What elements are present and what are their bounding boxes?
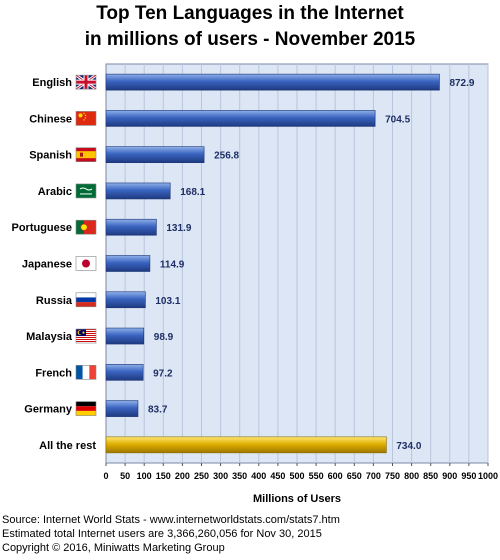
category-label: French bbox=[35, 367, 72, 379]
bar-arabic bbox=[105, 182, 171, 200]
x-tick-label: 400 bbox=[251, 471, 266, 481]
category-label: Portuguese bbox=[11, 222, 72, 234]
x-tick-label: 50 bbox=[120, 471, 130, 481]
bar-japanese bbox=[105, 255, 151, 272]
bar-french bbox=[105, 364, 144, 381]
value-label: 83.7 bbox=[148, 405, 168, 416]
bar-chinese bbox=[105, 110, 376, 127]
bar-germany bbox=[105, 400, 139, 417]
bar-malaysia bbox=[105, 327, 145, 345]
x-tick-label: 850 bbox=[423, 471, 438, 481]
bar-spanish bbox=[105, 146, 205, 163]
japan-flag-icon bbox=[75, 256, 97, 271]
germany-flag-icon bbox=[75, 401, 97, 416]
value-label: 97.2 bbox=[153, 368, 173, 379]
bar-all-the-rest bbox=[105, 436, 387, 454]
value-label: 98.9 bbox=[154, 332, 174, 343]
x-tick-label: 700 bbox=[366, 471, 381, 481]
x-tick-label: 550 bbox=[309, 471, 324, 481]
category-label: Spanish bbox=[29, 150, 72, 162]
value-label: 872.9 bbox=[449, 78, 474, 89]
value-label: 734.0 bbox=[396, 441, 421, 452]
x-tick-label: 150 bbox=[156, 471, 171, 481]
x-tick-label: 950 bbox=[461, 471, 476, 481]
x-tick-label: 600 bbox=[328, 471, 343, 481]
chart-subtitle: in millions of users - November 2015 bbox=[84, 29, 416, 50]
x-tick-label: 350 bbox=[232, 471, 247, 481]
value-label: 103.1 bbox=[155, 296, 180, 307]
x-tick-label: 650 bbox=[347, 471, 362, 481]
category-label: English bbox=[32, 77, 72, 89]
x-tick-label: 900 bbox=[442, 471, 457, 481]
x-tick-label: 750 bbox=[385, 471, 400, 481]
category-label: Malaysia bbox=[26, 331, 73, 343]
x-tick-label: 1000 bbox=[478, 471, 498, 481]
china-flag-icon bbox=[75, 111, 97, 126]
copyright-note: Copyright © 2016, Miniwatts Marketing Gr… bbox=[2, 542, 225, 554]
malaysia-flag-icon bbox=[75, 328, 97, 344]
x-tick-label: 200 bbox=[175, 471, 190, 481]
bar-russia bbox=[105, 291, 146, 309]
value-label: 168.1 bbox=[180, 187, 205, 198]
x-tick-label: 500 bbox=[289, 471, 304, 481]
chart-title: Top Ten Languages in the Internet bbox=[96, 3, 404, 24]
bar-english bbox=[105, 73, 440, 91]
total-users-note: Estimated total Internet users are 3,366… bbox=[2, 528, 322, 540]
value-label: 704.5 bbox=[385, 114, 410, 125]
x-tick-label: 300 bbox=[213, 471, 228, 481]
russia-flag-icon bbox=[75, 292, 97, 308]
x-tick-label: 450 bbox=[270, 471, 285, 481]
value-label: 131.9 bbox=[166, 223, 191, 234]
category-label: Germany bbox=[24, 404, 73, 416]
x-tick-label: 100 bbox=[137, 471, 152, 481]
uk-flag-icon bbox=[75, 73, 97, 91]
x-axis-title: Millions of Users bbox=[253, 493, 341, 505]
spain-flag-icon bbox=[75, 147, 97, 162]
category-label: Japanese bbox=[22, 259, 72, 271]
france-flag-icon bbox=[75, 365, 97, 380]
category-label: All the rest bbox=[39, 440, 96, 452]
x-tick-label: 800 bbox=[404, 471, 419, 481]
value-label: 114.9 bbox=[160, 260, 185, 271]
bar-portuguese bbox=[105, 218, 157, 236]
x-tick-label: 0 bbox=[103, 471, 108, 481]
value-label: 256.8 bbox=[214, 151, 239, 162]
portugal-flag-icon bbox=[75, 219, 97, 235]
category-label: Arabic bbox=[38, 186, 72, 198]
source-note: Source: Internet World Stats - www.inter… bbox=[2, 514, 340, 526]
x-tick-label: 250 bbox=[194, 471, 209, 481]
category-label: Russia bbox=[36, 295, 73, 307]
saudi-arabia-flag-icon bbox=[75, 183, 97, 199]
bar-chart: 872.9 English 704.5 Chinese 256.8 Spanish 168.… bbox=[11, 63, 498, 505]
category-label: Chinese bbox=[29, 113, 72, 125]
